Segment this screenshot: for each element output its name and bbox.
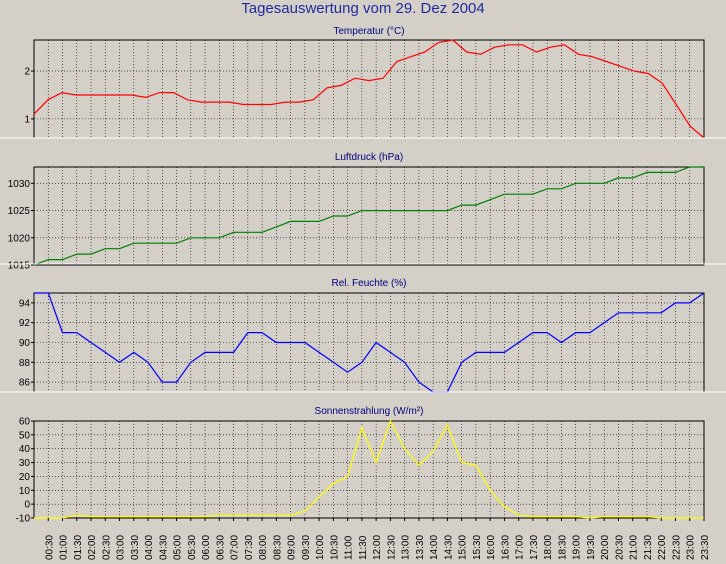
panel-title: Rel. Feuchte (%) <box>331 278 406 289</box>
x-tick-label: 09:30 <box>301 535 312 560</box>
series-line <box>34 419 704 519</box>
y-tick-label: 94 <box>19 298 31 309</box>
x-tick-label: 17:30 <box>529 535 540 560</box>
panel-title: Luftdruck (hPa) <box>335 152 403 163</box>
x-axis: 00:30 01:00 01:30 02:00 02:30 03:00 03:30 04:00… <box>44 518 711 560</box>
y-tick-label: 2 <box>24 67 30 78</box>
x-tick-label: 09:00 <box>287 535 298 560</box>
x-tick-label: 18:30 <box>557 535 568 560</box>
x-tick-label: 04:00 <box>144 535 155 560</box>
y-tick-label: 10 <box>19 486 31 497</box>
chart-panel-3: Rel. Feuchte (%) 86 88 90 92 94 <box>0 263 726 393</box>
x-tick-label: 02:30 <box>101 535 112 560</box>
x-tick-label: 04:30 <box>158 535 169 560</box>
plot-frame <box>33 420 705 519</box>
x-tick-label: 15:30 <box>472 535 483 560</box>
x-tick-label: 21:30 <box>643 535 654 560</box>
chart-panel-2: Luftdruck (hPa) 1015 1020 1025 1030 <box>0 137 726 272</box>
y-tick-label: 90 <box>19 338 31 349</box>
x-tick-label: 16:30 <box>500 535 511 560</box>
x-tick-label: 20:30 <box>614 535 625 560</box>
y-tick-label: 0 <box>24 500 30 511</box>
y-tick-label: 50 <box>19 430 31 441</box>
x-tick-label: 00:30 <box>44 535 55 560</box>
x-tick-label: 14:30 <box>443 535 454 560</box>
series-line <box>34 292 705 393</box>
plot-frame <box>33 39 705 139</box>
x-tick-label: 14:00 <box>429 535 440 560</box>
x-tick-label: 03:30 <box>130 535 141 560</box>
x-tick-label: 13:30 <box>415 535 426 560</box>
x-tick-label: 06:30 <box>215 535 226 560</box>
x-tick-label: 17:00 <box>515 535 526 560</box>
y-tick-label: 92 <box>19 318 31 329</box>
x-tick-label: 07:00 <box>230 535 241 560</box>
x-tick-label: 20:00 <box>600 535 611 560</box>
x-tick-label: 08:00 <box>258 535 269 560</box>
x-tick-label: 16:00 <box>486 535 497 560</box>
panel-title: Temperatur (°C) <box>333 26 404 37</box>
chart-panel-1: Temperatur (°C) 1 2 <box>24 26 705 139</box>
x-tick-label: 22:30 <box>671 535 682 560</box>
y-tick-label: 20 <box>19 472 31 483</box>
y-tick-label: 1025 <box>8 206 31 217</box>
x-tick-label: 23:30 <box>700 535 711 560</box>
y-tick-label: 30 <box>19 458 31 469</box>
x-tick-label: 13:00 <box>401 535 412 560</box>
panel-title: Sonnenstrahlung (W/m²) <box>315 406 424 417</box>
x-tick-label: 19:00 <box>572 535 583 560</box>
y-tick-label: 1015 <box>8 261 31 272</box>
x-tick-label: 10:00 <box>315 535 326 560</box>
y-tick-label: 1020 <box>8 233 31 244</box>
x-tick-label: 07:30 <box>244 535 255 560</box>
x-tick-label: 10:30 <box>329 535 340 560</box>
x-tick-label: 19:30 <box>586 535 597 560</box>
x-tick-label: 06:00 <box>201 535 212 560</box>
plot-frame <box>33 166 705 266</box>
y-tick-label: 40 <box>19 444 31 455</box>
chart-panel-4: Sonnenstrahlung (W/m²) -10 0 10 20 30 40 50 60 <box>0 391 726 525</box>
x-tick-label: 03:00 <box>116 535 127 560</box>
x-tick-label: 21:00 <box>629 535 640 560</box>
y-tick-label: 60 <box>19 417 31 428</box>
x-tick-label: 11:30 <box>358 535 369 560</box>
x-tick-label: 01:30 <box>73 535 84 560</box>
x-tick-label: 05:00 <box>173 535 184 560</box>
y-tick-label: 1 <box>24 114 30 125</box>
x-tick-label: 02:00 <box>87 535 98 560</box>
x-tick-label: 23:00 <box>686 535 697 560</box>
plot-frame <box>33 292 705 393</box>
y-tick-label: 1030 <box>8 179 31 190</box>
x-tick-label: 01:00 <box>59 535 70 560</box>
x-tick-label: 05:30 <box>187 535 198 560</box>
x-tick-label: 15:00 <box>458 535 469 560</box>
page-title: Tagesauswertung vom 29. Dez 2004 <box>241 0 485 17</box>
x-tick-label: 08:30 <box>272 535 283 560</box>
series-line <box>33 39 705 139</box>
y-tick-label: -10 <box>16 514 31 525</box>
x-tick-label: 11:00 <box>344 535 355 560</box>
series-line <box>33 166 704 266</box>
x-tick-label: 12:00 <box>372 535 383 560</box>
x-tick-label: 12:30 <box>386 535 397 560</box>
x-tick-label: 18:00 <box>543 535 554 560</box>
y-tick-label: 86 <box>19 378 31 389</box>
x-tick-label: 22:00 <box>657 535 668 560</box>
y-tick-label: 88 <box>19 358 31 369</box>
